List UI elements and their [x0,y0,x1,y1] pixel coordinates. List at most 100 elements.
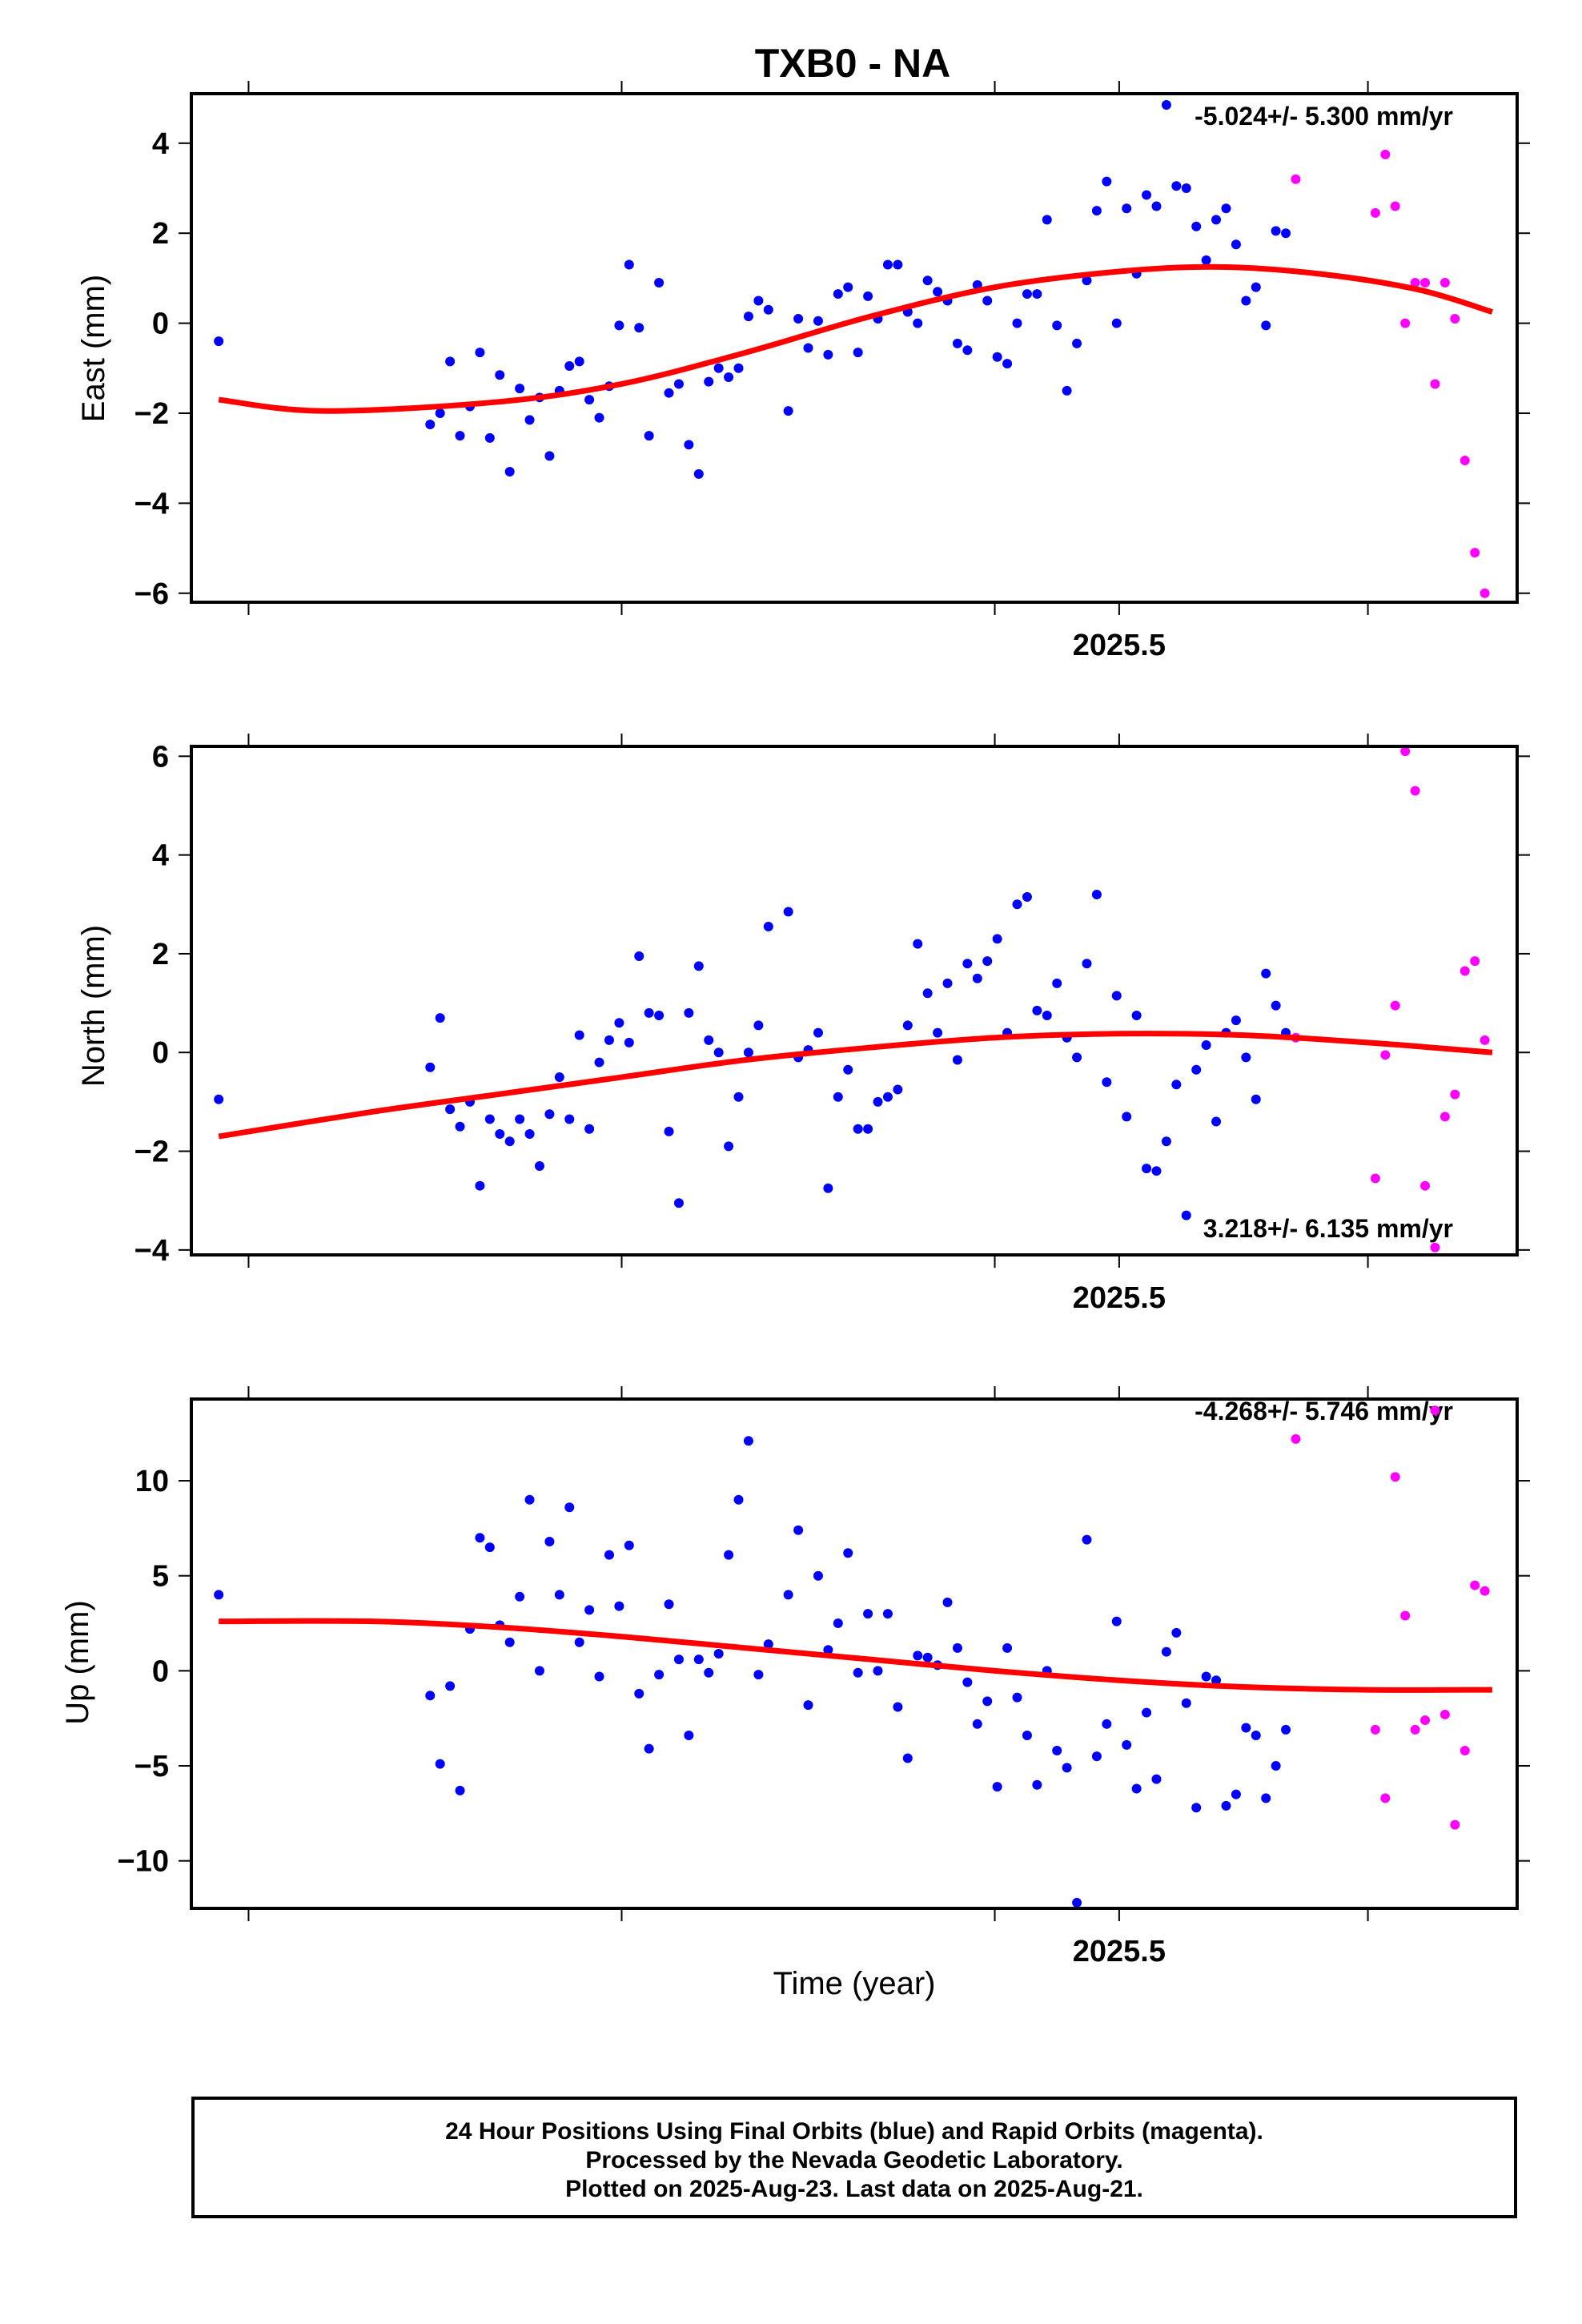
east-y-tick-label: −6 [135,577,169,611]
up-final-point [1142,1707,1152,1718]
north-y-tick-label: 4 [152,839,169,873]
north-final-point [1091,889,1102,899]
up-final-point [833,1618,843,1629]
east-final-point [853,348,863,358]
north-final-point [962,959,973,969]
east-final-point [425,420,436,430]
up-y-tick-label: −10 [118,1845,169,1879]
north-final-point [534,1161,544,1172]
east-final-point [455,431,465,441]
east-final-point [1261,320,1271,331]
up-final-point [684,1731,694,1741]
up-final-point [743,1436,753,1446]
east-y-tick-label: 0 [152,308,169,341]
up-final-point [1131,1783,1142,1794]
east-final-point [743,312,753,322]
up-y-tick-label: 10 [135,1465,169,1498]
east-rate-label: -5.024+/- 5.300 mm/yr [1195,102,1453,131]
north-panel: North (mm) 3.218+/- 6.135 mm/yr −4 −2 0 2 4 6… [76,734,1530,1315]
up-rapid-point [1420,1715,1431,1726]
east-final-point [624,259,634,270]
east-final-point [1281,228,1291,239]
up-rapid-point [1430,1405,1440,1416]
up-y-tick-label: 0 [152,1655,169,1688]
north-final-point [873,1096,883,1107]
north-x-tick-label: 2025.5 [1073,1281,1166,1315]
up-final-point [724,1550,734,1560]
up-final-point [1151,1774,1162,1784]
up-final-point [1251,1731,1261,1741]
north-rapid-point [1380,1050,1391,1060]
north-y-tick-label: 6 [152,740,169,774]
east-final-point [783,406,793,416]
east-rapid-point [1291,174,1301,184]
up-final-point [554,1590,564,1600]
east-final-point [1201,255,1211,265]
north-final-point [684,1007,694,1018]
east-final-point [1122,203,1132,214]
north-final-point [1171,1080,1182,1090]
east-rapid-point [1380,149,1391,159]
north-final-point [853,1124,863,1134]
up-final-point [1271,1761,1281,1771]
north-final-point [942,978,953,988]
up-final-point [1231,1789,1241,1799]
east-final-point [1072,338,1082,348]
north-final-point [624,1037,634,1047]
north-final-point [1102,1077,1112,1088]
north-rapid-point [1420,1180,1431,1191]
north-final-point [743,1047,753,1058]
up-rapid-point [1450,1819,1460,1830]
up-final-point [753,1670,764,1680]
north-y-tick-label: −4 [135,1234,169,1268]
up-final-point [952,1642,962,1653]
north-final-point [604,1035,614,1045]
up-rapid-point [1410,1724,1420,1735]
east-final-point [733,363,744,373]
north-final-point [1072,1052,1082,1063]
up-final-point [1122,1739,1132,1750]
up-final-point [763,1639,773,1650]
footer-line-1: 24 Hour Positions Using Final Orbits (bl… [445,2118,1263,2145]
east-final-point [1002,359,1013,369]
north-final-point [644,1007,654,1018]
up-final-point [524,1494,535,1505]
east-final-point [704,376,714,387]
up-final-point [654,1670,665,1680]
east-final-point [1161,100,1171,111]
north-final-point [1261,968,1271,979]
north-final-point [1142,1164,1152,1174]
north-fit-line [218,1031,1493,1140]
east-final-point [793,313,804,324]
east-final-point [823,349,833,360]
east-final-point [962,345,973,356]
north-final-point [972,973,982,983]
east-panel: East (mm) -5.024+/- 5.300 mm/yr −6 −4 −2 0 2… [76,81,1530,662]
up-final-point [704,1667,714,1678]
up-rapid-point [1480,1586,1490,1596]
up-y-label: Up (mm) [60,1600,95,1725]
east-final-point [1142,190,1152,200]
up-final-point [634,1688,644,1699]
north-final-point [913,939,923,949]
up-y-tick-label: 5 [152,1560,169,1594]
up-final-point [1052,1746,1062,1756]
north-final-point [614,1018,624,1028]
east-final-point [922,275,933,286]
up-final-point [1191,1803,1202,1813]
up-final-point [942,1597,953,1607]
north-final-point [1022,892,1032,903]
north-final-point [1111,991,1122,1001]
up-final-point [1102,1719,1112,1729]
up-rapid-point [1390,1472,1400,1482]
east-final-point [644,431,654,441]
east-rapid-point [1420,278,1431,288]
footer-line-2: Processed by the Nevada Geodetic Laborat… [585,2147,1123,2173]
up-fit-line [219,1618,1492,1693]
east-final-point [1181,183,1191,194]
up-final-point [843,1548,853,1558]
up-final-point [922,1652,933,1663]
north-final-point [584,1124,595,1134]
up-plot-frame [190,1397,1519,1910]
up-final-point [693,1655,704,1665]
